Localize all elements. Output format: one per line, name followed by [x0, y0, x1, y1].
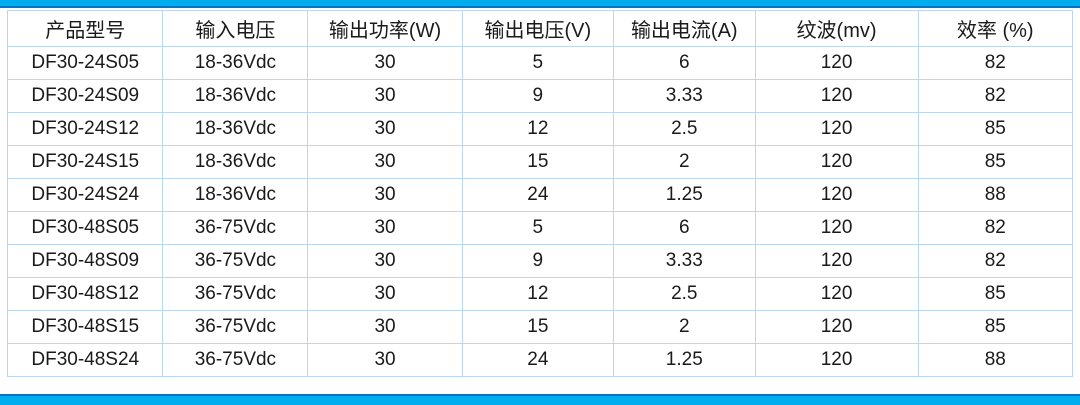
cell-input-voltage: 18-36Vdc — [162, 145, 309, 179]
cell-output-voltage: 12 — [461, 277, 614, 311]
cell-output-voltage: 12 — [461, 112, 614, 146]
table-row: DF30-48S24 36-75Vdc 30 24 1.25 120 88 — [6, 343, 1074, 377]
cell-ripple: 120 — [754, 244, 919, 278]
cell-output-current: 3.33 — [612, 79, 756, 113]
cell-input-voltage: 36-75Vdc — [162, 277, 309, 311]
cell-output-power: 30 — [307, 112, 463, 146]
table-row: DF30-24S09 18-36Vdc 30 9 3.33 120 82 — [6, 79, 1074, 113]
cell-efficiency: 82 — [917, 46, 1074, 80]
table-body: DF30-24S05 18-36Vdc 30 5 6 120 82 DF30-24S09 18-… — [6, 46, 1074, 377]
column-header-ripple: 纹波(mv) — [754, 10, 919, 47]
cell-output-power: 30 — [307, 277, 463, 311]
column-header-output-current: 输出电流(A) — [612, 10, 756, 47]
cell-ripple: 120 — [754, 310, 919, 344]
table-header-row: 产品型号 输入电压 输出功率(W) 输出电压(V) 输出电流(A) 纹波(mv)… — [6, 10, 1074, 47]
cell-ripple: 120 — [754, 112, 919, 146]
column-header-input-voltage: 输入电压 — [162, 10, 309, 47]
cell-input-voltage: 36-75Vdc — [162, 211, 309, 245]
table-row: DF30-24S15 18-36Vdc 30 15 2 120 85 — [6, 145, 1074, 179]
cell-output-current: 1.25 — [612, 343, 756, 377]
cell-input-voltage: 18-36Vdc — [162, 46, 309, 80]
table-row: DF30-48S15 36-75Vdc 30 15 2 120 85 — [6, 310, 1074, 344]
cell-output-current: 2 — [612, 310, 756, 344]
table-row: DF30-24S05 18-36Vdc 30 5 6 120 82 — [6, 46, 1074, 80]
cell-input-voltage: 18-36Vdc — [162, 112, 309, 146]
cell-output-current: 2.5 — [612, 112, 756, 146]
cell-output-voltage: 9 — [461, 244, 614, 278]
cell-ripple: 120 — [754, 46, 919, 80]
cell-model: DF30-24S12 — [6, 112, 164, 146]
cell-model: DF30-48S09 — [6, 244, 164, 278]
cell-ripple: 120 — [754, 178, 919, 212]
cell-output-voltage: 5 — [461, 46, 614, 80]
cell-efficiency: 82 — [917, 211, 1074, 245]
cell-input-voltage: 36-75Vdc — [162, 244, 309, 278]
cell-ripple: 120 — [754, 79, 919, 113]
cell-output-current: 6 — [612, 211, 756, 245]
cell-input-voltage: 18-36Vdc — [162, 178, 309, 212]
table-row: DF30-48S12 36-75Vdc 30 12 2.5 120 85 — [6, 277, 1074, 311]
cell-ripple: 120 — [754, 145, 919, 179]
cell-output-power: 30 — [307, 145, 463, 179]
spec-table-container: 产品型号 输入电压 输出功率(W) 输出电压(V) 输出电流(A) 纹波(mv)… — [0, 8, 1080, 377]
cell-output-power: 30 — [307, 211, 463, 245]
accent-bar-top — [0, 0, 1080, 8]
cell-output-current: 1.25 — [612, 178, 756, 212]
cell-efficiency: 85 — [917, 112, 1074, 146]
cell-efficiency: 82 — [917, 79, 1074, 113]
cell-input-voltage: 36-75Vdc — [162, 310, 309, 344]
cell-efficiency: 85 — [917, 145, 1074, 179]
cell-efficiency: 82 — [917, 244, 1074, 278]
cell-output-power: 30 — [307, 46, 463, 80]
cell-model: DF30-24S15 — [6, 145, 164, 179]
cell-ripple: 120 — [754, 211, 919, 245]
cell-output-power: 30 — [307, 79, 463, 113]
cell-ripple: 120 — [754, 343, 919, 377]
cell-output-voltage: 15 — [461, 145, 614, 179]
product-spec-table: 产品型号 输入电压 输出功率(W) 输出电压(V) 输出电流(A) 纹波(mv)… — [6, 10, 1074, 377]
table-row: DF30-48S09 36-75Vdc 30 9 3.33 120 82 — [6, 244, 1074, 278]
column-header-efficiency: 效率 (%) — [917, 10, 1074, 47]
cell-efficiency: 88 — [917, 178, 1074, 212]
cell-output-voltage: 5 — [461, 211, 614, 245]
cell-output-current: 3.33 — [612, 244, 756, 278]
cell-output-voltage: 15 — [461, 310, 614, 344]
cell-output-current: 2 — [612, 145, 756, 179]
cell-model: DF30-24S09 — [6, 79, 164, 113]
cell-model: DF30-48S05 — [6, 211, 164, 245]
column-header-output-voltage: 输出电压(V) — [461, 10, 614, 47]
cell-output-power: 30 — [307, 310, 463, 344]
cell-ripple: 120 — [754, 277, 919, 311]
cell-output-power: 30 — [307, 244, 463, 278]
cell-model: DF30-24S24 — [6, 178, 164, 212]
cell-output-voltage: 24 — [461, 343, 614, 377]
cell-output-voltage: 24 — [461, 178, 614, 212]
cell-model: DF30-48S12 — [6, 277, 164, 311]
cell-efficiency: 85 — [917, 277, 1074, 311]
table-row: DF30-24S24 18-36Vdc 30 24 1.25 120 88 — [6, 178, 1074, 212]
cell-output-power: 30 — [307, 343, 463, 377]
table-row: DF30-48S05 36-75Vdc 30 5 6 120 82 — [6, 211, 1074, 245]
cell-input-voltage: 36-75Vdc — [162, 343, 309, 377]
cell-output-voltage: 9 — [461, 79, 614, 113]
column-header-model: 产品型号 — [6, 10, 164, 47]
cell-output-power: 30 — [307, 178, 463, 212]
accent-bar-bottom — [0, 394, 1080, 405]
cell-model: DF30-24S05 — [6, 46, 164, 80]
cell-efficiency: 85 — [917, 310, 1074, 344]
cell-output-current: 6 — [612, 46, 756, 80]
cell-output-current: 2.5 — [612, 277, 756, 311]
cell-input-voltage: 18-36Vdc — [162, 79, 309, 113]
cell-model: DF30-48S24 — [6, 343, 164, 377]
cell-model: DF30-48S15 — [6, 310, 164, 344]
table-row: DF30-24S12 18-36Vdc 30 12 2.5 120 85 — [6, 112, 1074, 146]
cell-efficiency: 88 — [917, 343, 1074, 377]
column-header-output-power: 输出功率(W) — [307, 10, 463, 47]
